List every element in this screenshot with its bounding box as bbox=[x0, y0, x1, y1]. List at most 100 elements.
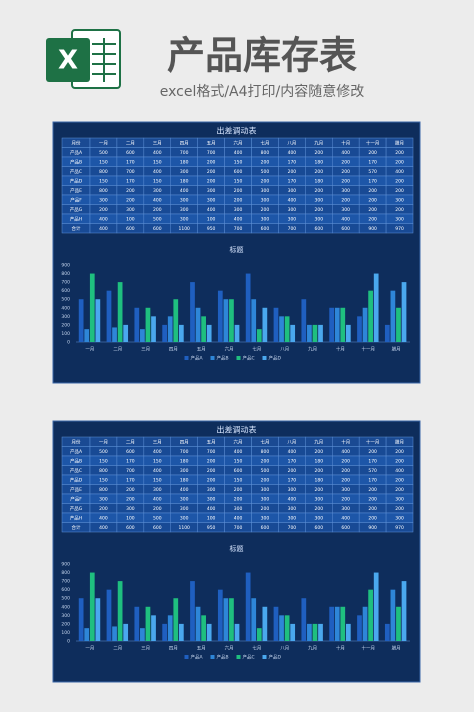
bar bbox=[334, 606, 340, 641]
table-row-text: 600 bbox=[341, 226, 350, 232]
bar bbox=[117, 282, 123, 342]
table-row-text: 200 bbox=[126, 197, 135, 203]
y-tick-label: 0 bbox=[67, 639, 70, 645]
table-row-text: 500 bbox=[261, 468, 270, 474]
bar bbox=[384, 324, 390, 342]
x-tick-label: 一月 bbox=[85, 646, 94, 652]
bar bbox=[173, 299, 179, 342]
table-row-text: 400 bbox=[234, 216, 243, 222]
table-row-text: 300 bbox=[341, 487, 350, 493]
table-row-text: 200 bbox=[395, 178, 404, 184]
bar bbox=[123, 623, 129, 641]
table-row-text: 产品H bbox=[70, 514, 82, 521]
table-row-text: 200 bbox=[207, 468, 216, 474]
legend-label: 产品D bbox=[269, 355, 282, 362]
table-row-text: 100 bbox=[207, 515, 216, 521]
bar bbox=[329, 307, 335, 342]
table-row-text: 产品F bbox=[70, 196, 82, 203]
table-header-text: 八月 bbox=[287, 140, 296, 146]
table-row-text: 200 bbox=[207, 458, 216, 464]
y-tick-label: 400 bbox=[61, 604, 70, 610]
page-title: 产品库存表 bbox=[167, 34, 357, 78]
table-row-text: 700 bbox=[126, 169, 135, 175]
bar bbox=[312, 623, 318, 641]
table-row-text: 200 bbox=[261, 458, 270, 464]
table-row-text: 400 bbox=[341, 449, 350, 455]
bar bbox=[89, 273, 95, 342]
bar bbox=[301, 299, 307, 342]
legend-swatch bbox=[262, 356, 267, 360]
table-row-text: 400 bbox=[288, 197, 297, 203]
table-header-text: 腊月 bbox=[395, 140, 404, 146]
table-row-text: 300 bbox=[261, 515, 270, 521]
bar bbox=[362, 307, 368, 342]
table-row-text: 180 bbox=[180, 159, 189, 165]
table-row-text: 300 bbox=[314, 216, 323, 222]
bar bbox=[134, 307, 140, 342]
table-row-text: 700 bbox=[234, 525, 243, 531]
table-header-text: 四月 bbox=[180, 439, 189, 445]
table-row-text: 200 bbox=[234, 487, 243, 493]
y-tick-label: 200 bbox=[61, 621, 70, 627]
table-row-text: 700 bbox=[180, 150, 189, 156]
table-row-text: 200 bbox=[395, 188, 404, 194]
bar bbox=[290, 324, 296, 342]
table-row-text: 200 bbox=[207, 169, 216, 175]
table-row-text: 170 bbox=[126, 159, 135, 165]
bar bbox=[106, 290, 112, 342]
table-row-text: 400 bbox=[180, 487, 189, 493]
table-row-text: 400 bbox=[180, 188, 189, 194]
table-row-text: 400 bbox=[288, 150, 297, 156]
table-row-text: 300 bbox=[180, 197, 189, 203]
bar bbox=[112, 327, 117, 342]
table-row-text: 200 bbox=[368, 449, 377, 455]
x-tick-label: 九月 bbox=[308, 346, 317, 353]
table-row-text: 200 bbox=[234, 197, 243, 203]
table-row-text: 150 bbox=[153, 178, 162, 184]
x-tick-label: 六月 bbox=[225, 645, 234, 652]
table-row-text: 200 bbox=[207, 178, 216, 184]
bar bbox=[312, 324, 318, 342]
table-row-text: 300 bbox=[314, 197, 323, 203]
table-row-text: 600 bbox=[234, 169, 243, 175]
table-row-text: 300 bbox=[261, 487, 270, 493]
bar bbox=[140, 628, 145, 641]
excel-icon: X bbox=[46, 29, 121, 89]
x-tick-label: 四月 bbox=[169, 646, 178, 652]
bar bbox=[173, 598, 179, 641]
table-row-text: 200 bbox=[395, 150, 404, 156]
table-row-text: 600 bbox=[261, 226, 270, 232]
table-header-text: 三月 bbox=[153, 439, 162, 445]
table-row-text: 300 bbox=[207, 487, 216, 493]
table-row-text: 700 bbox=[207, 150, 216, 156]
table-header-text: 九月 bbox=[314, 438, 323, 445]
table-header-text: 四月 bbox=[180, 140, 189, 146]
table-row-text: 170 bbox=[126, 458, 135, 464]
table-row-text: 400 bbox=[288, 496, 297, 502]
bar bbox=[390, 589, 396, 641]
table-row-text: 200 bbox=[207, 477, 216, 483]
table-row-text: 200 bbox=[314, 449, 323, 455]
table-row-text: 产品D bbox=[70, 177, 83, 184]
table-row-text: 300 bbox=[99, 496, 108, 502]
panel-title: 出差调动表 bbox=[217, 126, 257, 136]
table-row-text: 300 bbox=[288, 515, 297, 521]
table-header-text: 十月 bbox=[341, 139, 350, 146]
bar bbox=[301, 598, 307, 641]
table-row-text: 产品B bbox=[70, 457, 82, 464]
bar bbox=[279, 615, 284, 641]
table-row-text: 200 bbox=[314, 150, 323, 156]
table-row-text: 200 bbox=[234, 496, 243, 502]
table-row-text: 200 bbox=[314, 188, 323, 194]
bar bbox=[307, 623, 312, 641]
table-row-text: 170 bbox=[368, 178, 377, 184]
bar bbox=[318, 324, 323, 342]
bar bbox=[134, 606, 140, 641]
bar bbox=[357, 615, 362, 641]
table-row-text: 200 bbox=[368, 496, 377, 502]
table-row-text: 300 bbox=[288, 487, 297, 493]
bar bbox=[162, 324, 168, 342]
table-row-text: 100 bbox=[126, 515, 135, 521]
table-row-text: 产品E bbox=[70, 187, 82, 194]
table-row-text: 700 bbox=[234, 226, 243, 232]
